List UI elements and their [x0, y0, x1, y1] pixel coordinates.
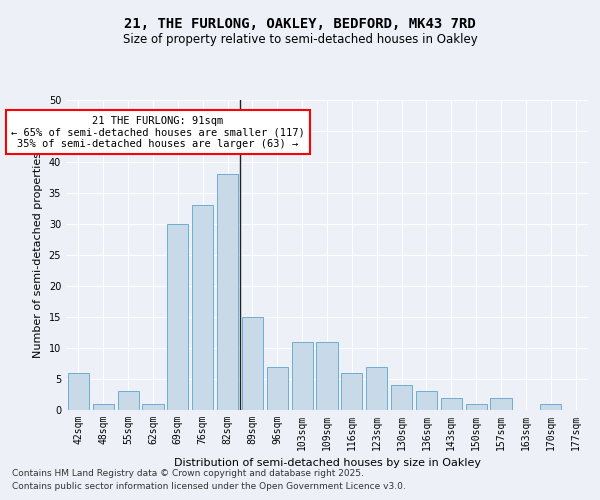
Bar: [267, 366, 288, 410]
Bar: [391, 385, 412, 410]
Text: Size of property relative to semi-detached houses in Oakley: Size of property relative to semi-detach…: [122, 32, 478, 46]
Bar: [93, 404, 114, 410]
Bar: [490, 398, 512, 410]
Bar: [540, 404, 561, 410]
Bar: [292, 342, 313, 410]
Bar: [217, 174, 238, 410]
Text: 21, THE FURLONG, OAKLEY, BEDFORD, MK43 7RD: 21, THE FURLONG, OAKLEY, BEDFORD, MK43 7…: [124, 18, 476, 32]
Text: 21 THE FURLONG: 91sqm
← 65% of semi-detached houses are smaller (117)
35% of sem: 21 THE FURLONG: 91sqm ← 65% of semi-deta…: [11, 116, 305, 148]
Bar: [142, 404, 164, 410]
Bar: [118, 392, 139, 410]
X-axis label: Distribution of semi-detached houses by size in Oakley: Distribution of semi-detached houses by …: [173, 458, 481, 468]
Bar: [416, 392, 437, 410]
Bar: [192, 206, 213, 410]
Bar: [466, 404, 487, 410]
Text: Contains HM Land Registry data © Crown copyright and database right 2025.: Contains HM Land Registry data © Crown c…: [12, 468, 364, 477]
Bar: [242, 317, 263, 410]
Bar: [316, 342, 338, 410]
Bar: [341, 373, 362, 410]
Bar: [441, 398, 462, 410]
Bar: [68, 373, 89, 410]
Text: Contains public sector information licensed under the Open Government Licence v3: Contains public sector information licen…: [12, 482, 406, 491]
Bar: [167, 224, 188, 410]
Bar: [366, 366, 387, 410]
Y-axis label: Number of semi-detached properties: Number of semi-detached properties: [33, 152, 43, 358]
